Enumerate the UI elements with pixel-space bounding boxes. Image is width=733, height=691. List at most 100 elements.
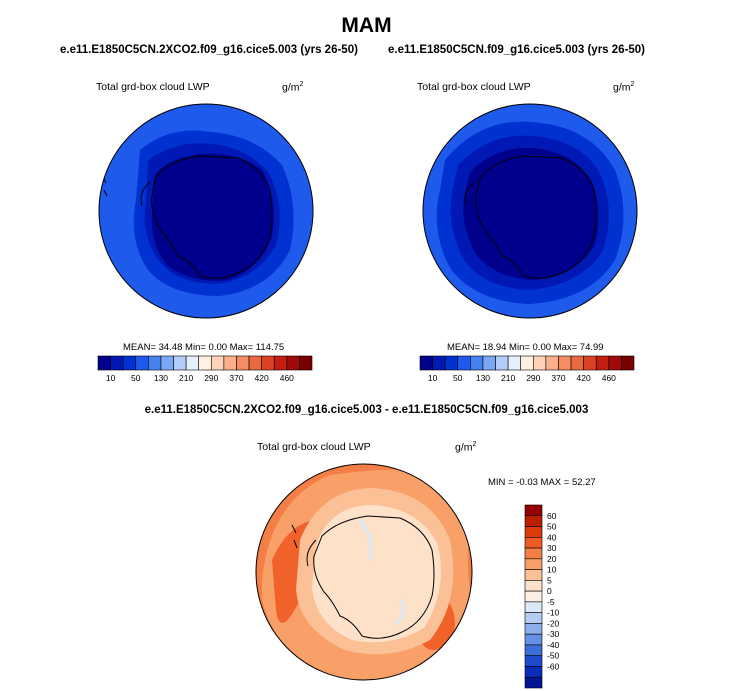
colorbar-swatch bbox=[524, 526, 543, 538]
polar-map-diff-border bbox=[255, 463, 473, 681]
colorbar-2: 10 50 130 210 290 370 420 460 bbox=[419, 355, 635, 383]
colorbar-swatch bbox=[261, 355, 275, 371]
colorbar-swatch bbox=[299, 355, 313, 371]
colorbar-tick-label: -5 bbox=[547, 597, 555, 607]
colorbar-swatch bbox=[210, 355, 225, 371]
colorbar-swatch bbox=[470, 355, 484, 371]
colorbar-swatch bbox=[457, 355, 471, 371]
panel-2-stats: MEAN= 18.94 Min= 0.00 Max= 74.99 bbox=[447, 342, 604, 353]
colorbar-swatch bbox=[432, 355, 446, 371]
panel-2-case-title: e.e11.E1850C5CN.f09_g16.cice5.003 (yrs 2… bbox=[388, 44, 646, 56]
colorbar-tick-label: 420 bbox=[255, 373, 269, 383]
colorbar-swatch bbox=[444, 355, 459, 371]
colorbar-tick-label: 10 bbox=[106, 373, 116, 383]
diff-stats: MIN = -0.03 MAX = 52.27 bbox=[488, 477, 596, 488]
colorbar-swatch bbox=[608, 355, 622, 371]
panel-1-case-title: e.e11.E1850C5CN.2XCO2.f09_g16.cice5.003 … bbox=[60, 44, 358, 56]
diff-variable-label: Total grd-box cloud LWP bbox=[257, 441, 371, 453]
colorbar-swatch bbox=[110, 355, 124, 371]
colorbar-swatch bbox=[520, 355, 534, 371]
colorbar-swatch bbox=[524, 547, 543, 560]
colorbar-tick-label: 30 bbox=[547, 543, 557, 553]
colorbar-swatch bbox=[524, 633, 543, 646]
colorbar-swatch bbox=[524, 644, 543, 657]
colorbar-tick-label: 50 bbox=[547, 522, 557, 532]
colorbar-swatch bbox=[524, 655, 543, 667]
colorbar-tick-label: 460 bbox=[602, 373, 616, 383]
polar-map-1 bbox=[99, 104, 313, 318]
colorbar-tick-label: 370 bbox=[551, 373, 565, 383]
colorbar-tick-label: 130 bbox=[154, 373, 168, 383]
colorbar-swatch bbox=[524, 623, 543, 635]
colorbar-tick-label: -50 bbox=[547, 651, 560, 661]
colorbar-tick-label: 60 bbox=[547, 511, 557, 521]
colorbar-tick-label: -10 bbox=[547, 608, 560, 618]
colorbar-tick-label: 5 bbox=[547, 575, 552, 585]
colorbar-tick-label: 40 bbox=[547, 532, 557, 542]
diff-case-title: e.e11.E1850C5CN.2XCO2.f09_g16.cice5.003 … bbox=[144, 404, 589, 416]
panel-2-units: g/m2 bbox=[613, 81, 635, 94]
colorbar-swatch bbox=[273, 355, 288, 371]
colorbar-swatch bbox=[524, 590, 543, 603]
colorbar-swatch bbox=[621, 355, 635, 371]
colorbar-swatch bbox=[524, 580, 543, 592]
colorbar-swatch bbox=[583, 355, 597, 371]
colorbar-tick-label: 210 bbox=[179, 373, 193, 383]
colorbar-tick-label: -60 bbox=[547, 661, 560, 671]
diff-units: g/m2 bbox=[455, 441, 477, 454]
colorbar-swatch bbox=[482, 355, 496, 371]
colorbar-tick-label: 10 bbox=[428, 373, 438, 383]
colorbar-swatch bbox=[524, 504, 543, 517]
colorbar-1: 10 50 130 210 290 370 420 460 bbox=[97, 355, 313, 383]
colorbar-swatch bbox=[524, 676, 543, 689]
colorbar-tick-label: 460 bbox=[280, 373, 294, 383]
colorbar-tick-label: 290 bbox=[204, 373, 218, 383]
colorbar-swatch bbox=[286, 355, 300, 371]
colorbar-swatch bbox=[135, 355, 149, 371]
colorbar-tick-label: 290 bbox=[526, 373, 540, 383]
colorbar-swatch bbox=[524, 666, 543, 678]
panel-1-variable-label: Total grd-box cloud LWP bbox=[96, 81, 210, 93]
colorbar-tick-label: 50 bbox=[131, 373, 141, 383]
colorbar-swatch bbox=[185, 355, 200, 371]
page-title: MAM bbox=[341, 14, 392, 37]
colorbar-swatch bbox=[532, 355, 547, 371]
colorbar-swatch bbox=[524, 601, 543, 613]
colorbar-swatch bbox=[122, 355, 137, 371]
colorbar-swatch bbox=[223, 355, 237, 371]
colorbar-tick-label: 210 bbox=[501, 373, 515, 383]
colorbar-tick-label: 420 bbox=[577, 373, 591, 383]
colorbar-swatch bbox=[198, 355, 212, 371]
polar-map-diff bbox=[256, 464, 472, 680]
colorbar-swatch bbox=[173, 355, 187, 371]
colorbar-swatch bbox=[248, 355, 262, 371]
colorbar-swatch bbox=[595, 355, 610, 371]
colorbar-swatch bbox=[558, 355, 572, 371]
colorbar-swatch bbox=[419, 355, 433, 371]
colorbar-tick-label: -40 bbox=[547, 640, 560, 650]
panel-1-units: g/m2 bbox=[282, 81, 304, 94]
colorbar-tick-label: 370 bbox=[229, 373, 243, 383]
colorbar-swatch bbox=[524, 515, 543, 527]
polar-map-1-border bbox=[98, 103, 314, 319]
panel-1-stats: MEAN= 34.48 Min= 0.00 Max= 114.75 bbox=[123, 342, 285, 353]
colorbar-swatch bbox=[507, 355, 522, 371]
colorbar-swatch bbox=[160, 355, 174, 371]
colorbar-tick-label: 50 bbox=[453, 373, 463, 383]
colorbar-tick-label: -20 bbox=[547, 618, 560, 628]
colorbar-swatch bbox=[524, 569, 543, 581]
panel-2-variable-label: Total grd-box cloud LWP bbox=[417, 81, 531, 93]
polar-map-2 bbox=[423, 104, 637, 318]
colorbar-swatch bbox=[97, 355, 111, 371]
polar-map-2-border bbox=[422, 103, 638, 319]
colorbar-tick-label: -30 bbox=[547, 629, 560, 639]
colorbar-tick-label: 130 bbox=[476, 373, 490, 383]
colorbar-swatch bbox=[524, 612, 543, 624]
colorbar-swatch bbox=[148, 355, 162, 371]
colorbar-tick-label: 10 bbox=[547, 565, 557, 575]
colorbar-swatch bbox=[524, 536, 543, 549]
colorbar-swatch bbox=[495, 355, 509, 371]
colorbar-swatch bbox=[236, 355, 250, 371]
